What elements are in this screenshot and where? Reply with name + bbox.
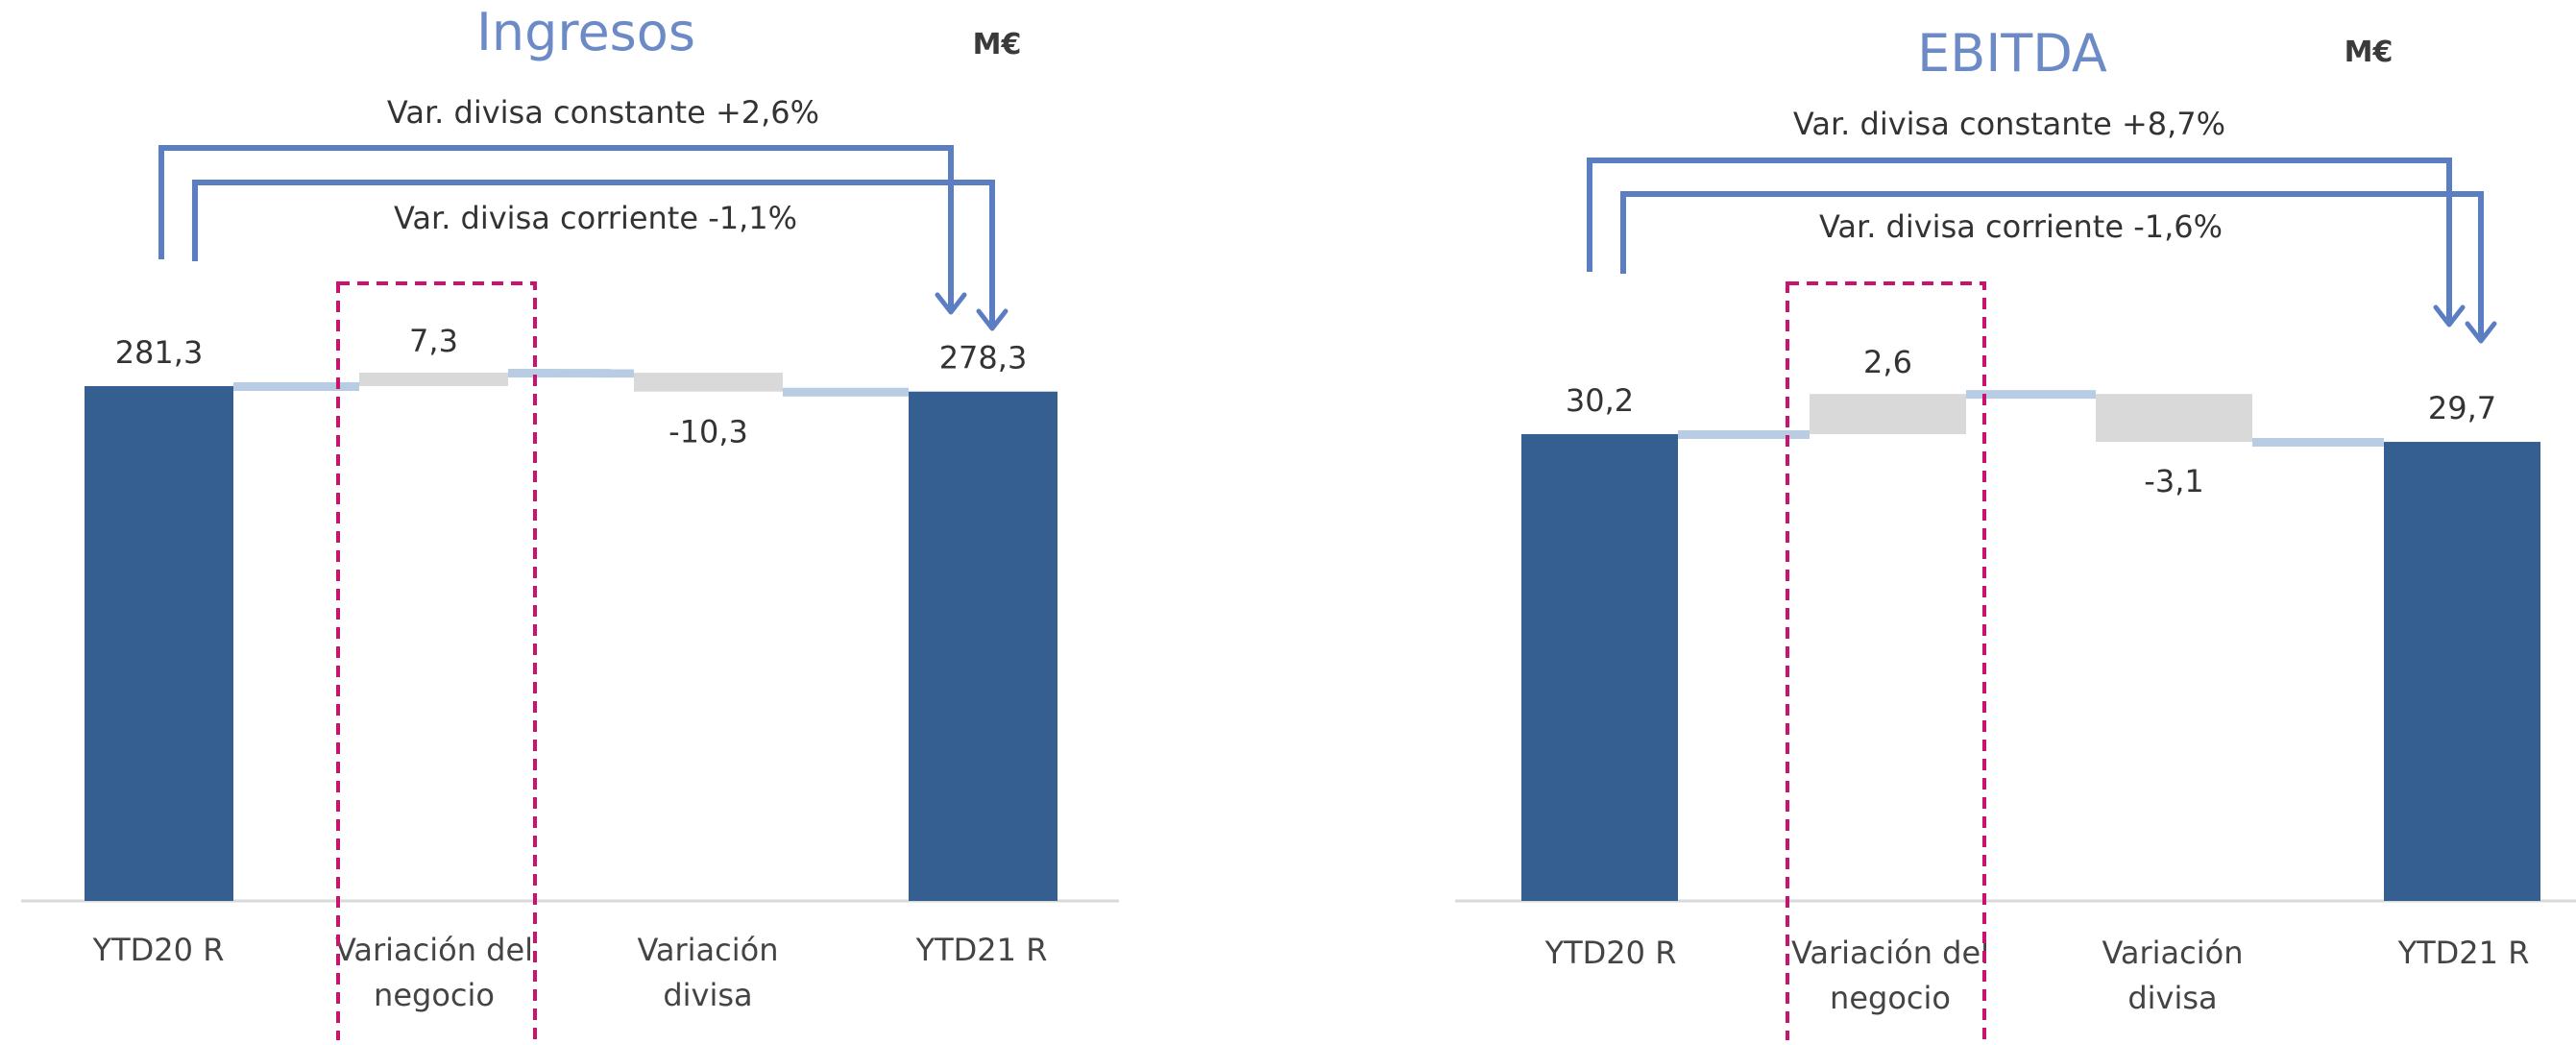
total-bar-0 — [1521, 434, 1678, 901]
delta-bar-2 — [2096, 394, 2252, 442]
data-label-1: 2,6 — [1863, 344, 1912, 380]
x-tick-label-0-0: YTD20 R — [92, 932, 225, 968]
x-tick-label-1-1: negocio — [374, 977, 495, 1013]
x-tick-label-1-0: Variación del — [335, 932, 533, 968]
x-tick-label-3-0: YTD21 R — [915, 932, 1048, 968]
chart-0: 281,3 7,3 -10,3 278,3 YTD20 R Variación del ne… — [21, 2, 1119, 1040]
data-label-2: -3,1 — [2144, 463, 2203, 499]
chart-title: Ingresos — [476, 2, 695, 62]
x-tick-label-2-1: divisa — [2127, 980, 2217, 1016]
x-tick-label-1-0: Variación del — [1791, 935, 1989, 971]
delta-bar-2 — [634, 373, 783, 392]
total-bar-0 — [85, 386, 233, 901]
x-tick-label-2-0: Variación — [637, 932, 778, 968]
data-label-3: 29,7 — [2428, 390, 2496, 426]
data-label-0: 30,2 — [1566, 382, 1634, 419]
delta-bar-1 — [1810, 394, 1966, 434]
annotation-constant: Var. divisa constante +8,7% — [1793, 106, 2225, 142]
x-tick-label-1-1: negocio — [1830, 980, 1951, 1016]
total-bar-3 — [2384, 442, 2540, 901]
delta-bar-1 — [359, 373, 508, 386]
x-tick-label-2-1: divisa — [663, 977, 752, 1013]
annotation-constant: Var. divisa constante +2,6% — [387, 94, 819, 131]
highlight-box — [338, 283, 535, 1040]
data-label-2: -10,3 — [668, 414, 748, 450]
x-tick-label-3-0: YTD21 R — [2397, 935, 2530, 971]
data-label-0: 281,3 — [115, 334, 204, 371]
total-bar-3 — [909, 392, 1057, 901]
annotation-current: Var. divisa corriente -1,1% — [394, 200, 797, 236]
data-label-3: 278,3 — [939, 340, 1028, 377]
chart-title: EBITDA — [1917, 23, 2107, 84]
x-tick-label-0-0: YTD20 R — [1544, 935, 1677, 971]
unit-label: M€ — [2345, 36, 2394, 69]
annotation-current: Var. divisa corriente -1,6% — [1819, 208, 2223, 245]
chart-1: 30,2 2,6 -3,1 29,7 YTD20 R Variación del negoc… — [1455, 23, 2576, 1040]
unit-label: M€ — [973, 28, 1022, 61]
data-label-1: 7,3 — [409, 323, 458, 359]
x-tick-label-2-0: Variación — [2102, 935, 2243, 971]
